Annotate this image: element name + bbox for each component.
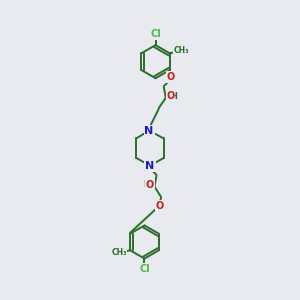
Text: H: H: [170, 92, 177, 101]
Text: O: O: [146, 180, 154, 190]
Text: O: O: [166, 91, 175, 101]
Text: N: N: [146, 160, 154, 171]
Text: CH₃: CH₃: [173, 46, 189, 56]
Text: H: H: [143, 181, 150, 190]
Text: Cl: Cl: [150, 29, 161, 39]
Text: N: N: [145, 126, 154, 136]
Text: O: O: [155, 201, 164, 211]
Text: CH₃: CH₃: [111, 248, 127, 257]
Text: O: O: [167, 72, 175, 82]
Text: Cl: Cl: [139, 264, 150, 274]
